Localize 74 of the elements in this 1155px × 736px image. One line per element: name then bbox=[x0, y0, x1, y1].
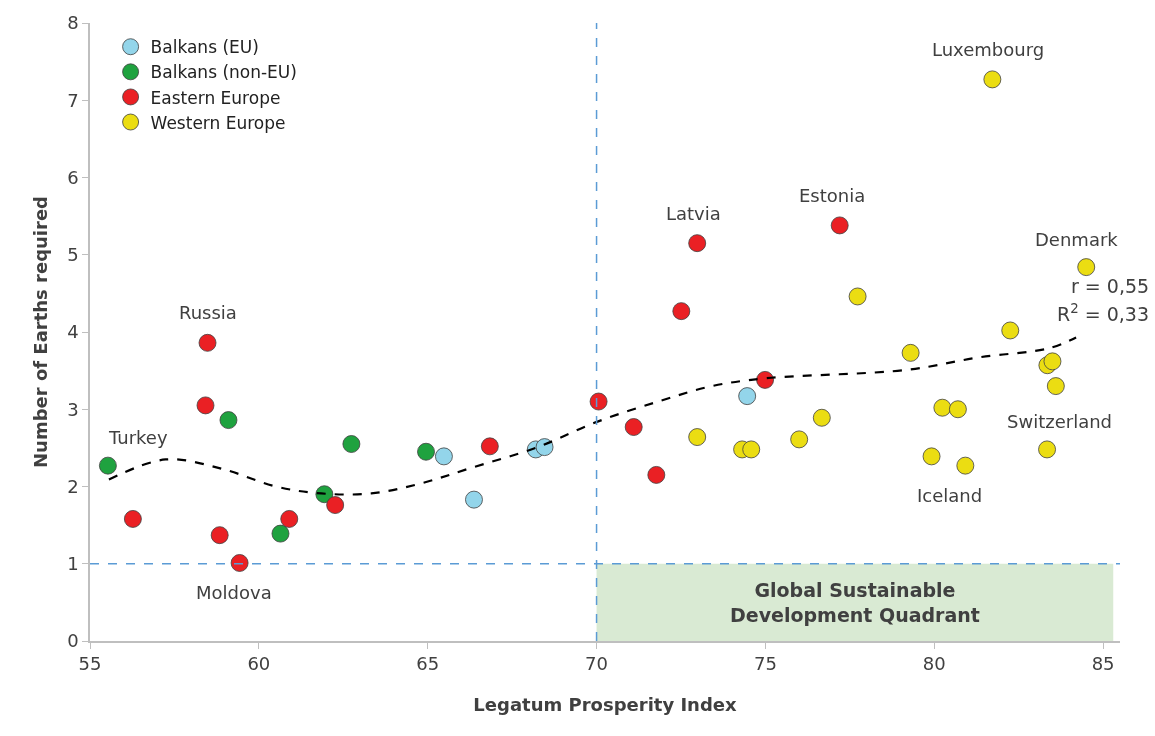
point bbox=[535, 438, 554, 456]
point bbox=[738, 387, 757, 406]
point bbox=[124, 510, 142, 528]
legend-label: Balkans (non-EU) bbox=[150, 62, 297, 83]
y-tick-label: 4 bbox=[67, 321, 79, 343]
point bbox=[465, 490, 483, 509]
point bbox=[672, 302, 691, 321]
legend-label: Western Europe bbox=[150, 112, 286, 133]
point bbox=[198, 333, 217, 352]
point bbox=[219, 411, 238, 429]
point bbox=[756, 371, 774, 389]
band-label: Global Sustainable Development Quadrant bbox=[730, 579, 980, 626]
point bbox=[1077, 258, 1096, 276]
x-tick-label: 60 bbox=[247, 653, 271, 675]
point bbox=[742, 440, 761, 459]
y-tick-label: 3 bbox=[67, 398, 79, 420]
point bbox=[1046, 377, 1065, 395]
point bbox=[848, 287, 867, 306]
annotation: R$^{2}$ = 0,33 bbox=[1057, 301, 1149, 325]
annotation: Moldova bbox=[196, 582, 272, 603]
point bbox=[956, 456, 975, 475]
y-axis-title: Number of Earths required bbox=[29, 196, 51, 468]
annotation: Iceland bbox=[917, 485, 983, 506]
annotation: Switzerland bbox=[1007, 411, 1112, 432]
x-tick-label: 85 bbox=[1091, 653, 1115, 675]
point bbox=[983, 70, 1002, 89]
x-tick-label: 75 bbox=[753, 653, 777, 675]
annotation: Luxembourg bbox=[932, 39, 1045, 60]
point bbox=[435, 447, 453, 466]
point bbox=[480, 437, 499, 456]
y-tick-label: 5 bbox=[67, 244, 79, 266]
point bbox=[949, 400, 967, 419]
x-tick-label: 55 bbox=[78, 653, 102, 675]
y-tick-label: 8 bbox=[67, 12, 79, 34]
point bbox=[933, 398, 952, 417]
annotation: r = 0,55 bbox=[1071, 275, 1150, 297]
annotation: Turkey bbox=[108, 427, 168, 448]
legend-label: Eastern Europe bbox=[150, 87, 281, 108]
x-tick-label: 70 bbox=[585, 653, 609, 675]
point bbox=[790, 430, 809, 449]
point bbox=[589, 392, 608, 411]
annotation: Estonia bbox=[799, 185, 866, 206]
point bbox=[647, 466, 666, 484]
point bbox=[230, 554, 249, 572]
point bbox=[210, 526, 229, 545]
point bbox=[326, 496, 345, 514]
point bbox=[624, 418, 643, 436]
point bbox=[688, 428, 707, 446]
x-axis-title: Legatum Prosperity Index bbox=[473, 693, 738, 715]
y-tick-label: 0 bbox=[67, 630, 79, 652]
point bbox=[830, 216, 849, 235]
y-tick-label: 1 bbox=[67, 553, 79, 575]
x-tick-label: 80 bbox=[922, 653, 946, 675]
point bbox=[271, 524, 290, 543]
y-tick-label: 7 bbox=[67, 89, 79, 111]
point bbox=[901, 343, 920, 362]
point bbox=[417, 442, 435, 461]
legend-label: Balkans (EU) bbox=[150, 37, 259, 58]
y-tick-label: 2 bbox=[67, 475, 79, 497]
annotation: Latvia bbox=[666, 203, 721, 224]
point bbox=[922, 447, 941, 466]
point bbox=[280, 510, 299, 528]
point bbox=[1038, 440, 1056, 459]
x-tick-label: 65 bbox=[416, 653, 440, 675]
point bbox=[99, 456, 117, 475]
point bbox=[1001, 321, 1020, 340]
point bbox=[688, 234, 707, 253]
annotation: Denmark bbox=[1035, 229, 1119, 250]
annotation: Russia bbox=[179, 302, 237, 323]
point bbox=[196, 396, 215, 415]
point bbox=[342, 435, 361, 453]
point bbox=[1043, 352, 1062, 371]
y-tick-label: 6 bbox=[67, 166, 79, 188]
point bbox=[812, 408, 831, 427]
